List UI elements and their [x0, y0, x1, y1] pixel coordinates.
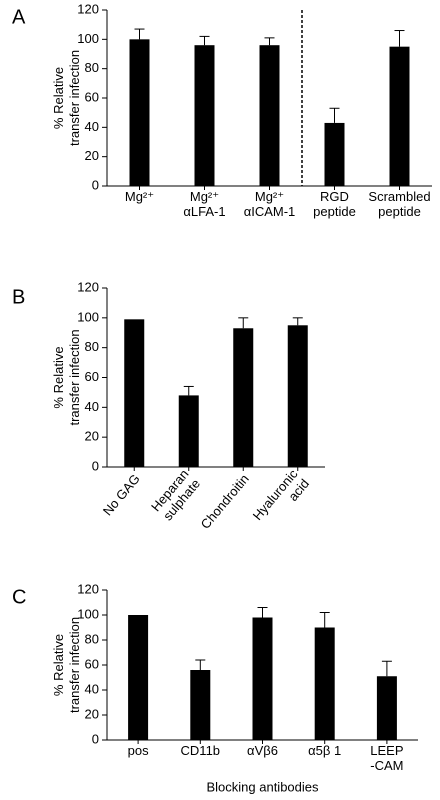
x-tick-label: pos [128, 743, 149, 758]
y-tick-label: 120 [77, 1, 99, 16]
x-axis-label: Blocking antibodies [206, 779, 319, 794]
x-tick-label-line: Mg²⁺ [190, 189, 219, 204]
y-tick-label: 20 [85, 429, 99, 444]
panel-label: C [12, 586, 26, 608]
x-tick-label-line: CD11b [181, 743, 221, 758]
bar [252, 617, 273, 740]
y-axis-label-line: transfer infection [67, 50, 82, 146]
y-tick-label: 60 [85, 89, 99, 104]
y-tick-label: 20 [85, 706, 99, 721]
bar [259, 45, 280, 187]
y-tick-label: 120 [77, 279, 99, 294]
y-axis-label: % Relativetransfer infection [51, 329, 82, 425]
panel-label: B [12, 286, 25, 308]
x-tick-label: Mg²⁺ [125, 189, 154, 204]
y-axis-label-line: % Relative [51, 67, 66, 129]
x-tick-label: Chondroitin [198, 471, 252, 532]
y-tick-label: 80 [85, 60, 99, 75]
y-tick-label: 40 [85, 119, 99, 134]
x-tick-label: α5β 1 [308, 743, 341, 758]
x-tick-label: Hyaluronicacid [250, 466, 313, 533]
y-axis-label-line: % Relative [51, 346, 66, 408]
bar [194, 45, 215, 187]
y-tick-label: 60 [85, 369, 99, 384]
y-tick-label: 80 [85, 631, 99, 646]
y-tick-label: 0 [92, 731, 99, 746]
bar [124, 319, 145, 467]
y-axis-label-line: transfer infection [67, 617, 82, 713]
x-tick-label-line: Chondroitin [198, 471, 252, 532]
x-tick-label: RGD peptide [313, 189, 356, 219]
x-tick-label: LEEP -CAM [370, 743, 403, 773]
x-tick-label-line: RGD [320, 189, 349, 204]
y-tick-label: 20 [85, 148, 99, 163]
y-tick-label: 100 [77, 31, 99, 46]
x-tick-label-line: LEEP [370, 743, 403, 758]
y-tick-label: 100 [77, 606, 99, 621]
x-tick-label-line: -CAM [370, 758, 403, 773]
y-tick-label: 60 [85, 656, 99, 671]
bar [129, 39, 150, 187]
y-tick-label: 0 [92, 177, 99, 192]
x-tick-label: No GAG [100, 471, 143, 518]
x-tick-label: Heparansulphate [148, 467, 203, 524]
x-tick-label-line: Scrambled [368, 189, 430, 204]
bar [178, 395, 199, 467]
bar [233, 328, 254, 467]
x-tick-label-line: α5β 1 [308, 743, 341, 758]
x-tick-label-line: αICAM-1 [244, 204, 296, 219]
bar [324, 122, 345, 186]
y-axis-label: % Relativetransfer infection [51, 50, 82, 146]
x-tick-label-line: No GAG [100, 471, 143, 518]
panel-label: A [12, 6, 26, 28]
y-tick-label: 40 [85, 399, 99, 414]
x-tick-label-line: αLFA-1 [183, 204, 225, 219]
x-tick-label: CD11b [181, 743, 221, 758]
y-tick-label: 40 [85, 681, 99, 696]
y-axis-label: % Relativetransfer infection [51, 617, 82, 713]
bar [376, 676, 397, 740]
bar [287, 325, 308, 467]
x-tick-label: Mg²⁺ αICAM-1 [244, 189, 296, 219]
x-tick-label-line: Mg²⁺ [255, 189, 284, 204]
y-axis-label-line: % Relative [51, 634, 66, 696]
bar [128, 615, 149, 740]
y-tick-label: 0 [92, 458, 99, 473]
x-tick-label-line: αVβ6 [247, 743, 278, 758]
x-tick-label-line: peptide [378, 204, 421, 219]
x-tick-label: Scrambled peptide [368, 189, 430, 219]
y-axis-label-line: transfer infection [67, 329, 82, 425]
bar [190, 670, 211, 740]
x-tick-label-line: pos [128, 743, 149, 758]
bar [314, 627, 335, 740]
x-tick-label: αVβ6 [247, 743, 278, 758]
x-tick-label-line: peptide [313, 204, 356, 219]
x-tick-label-line: Mg²⁺ [125, 189, 154, 204]
y-tick-label: 100 [77, 309, 99, 324]
x-tick-label: Mg²⁺ αLFA-1 [183, 189, 225, 219]
y-tick-label: 80 [85, 339, 99, 354]
bar [389, 46, 410, 186]
y-tick-label: 120 [77, 581, 99, 596]
